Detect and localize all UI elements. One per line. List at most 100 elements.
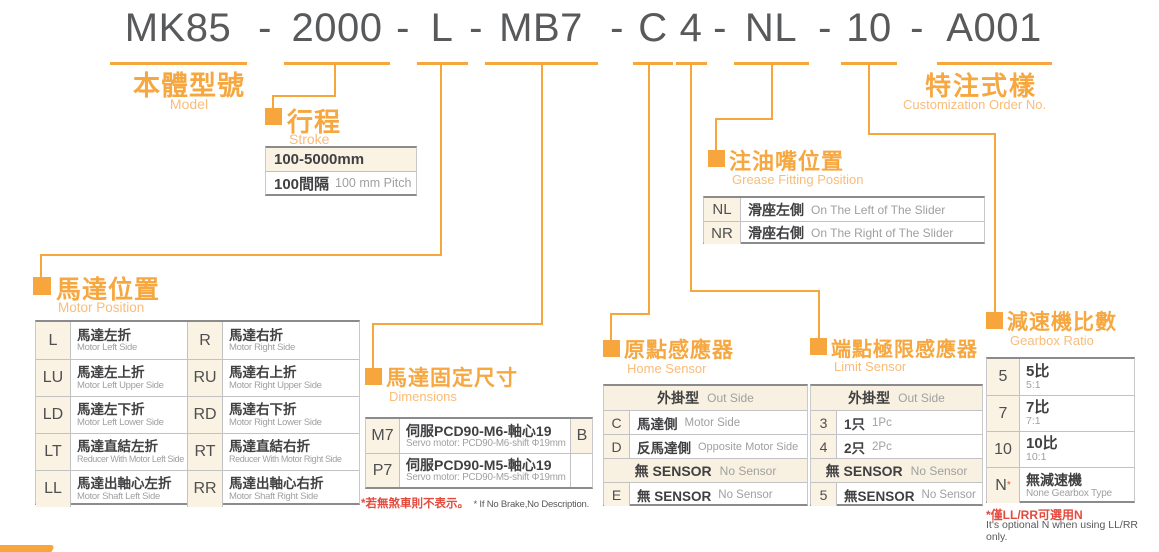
code-cell: 10: [987, 432, 1020, 467]
connector-home-sensor: [648, 63, 650, 315]
code-part-limit-sensor: 4: [679, 6, 703, 50]
desc-en: Reducer With Motor Right Side: [229, 453, 342, 464]
code-cell: 5: [811, 483, 837, 506]
table-row: 7 7比 7:1: [987, 395, 1134, 431]
desc-zh: 馬達左折: [77, 327, 131, 343]
code-cell: 5: [987, 359, 1020, 395]
desc-cell: 馬達右上折 Motor Right Upper Side: [223, 360, 359, 396]
underline-model: [110, 62, 247, 65]
section-subtitle-dimensions: Dimensions: [389, 389, 457, 404]
table-row: 100-5000mm: [266, 148, 416, 171]
code-cell: RT: [188, 434, 223, 470]
table-row: LU 馬達左上折 Motor Left Upper Side RU 馬達右上折 …: [36, 359, 359, 396]
connector-motor-position: [440, 63, 442, 256]
table-row: C 馬達側 Motor Side: [604, 410, 807, 434]
grease-table: NL 滑座左側 On The Left of The Slider NR 滑座右…: [703, 196, 985, 244]
desc-en: 5:1: [1026, 378, 1041, 391]
section-title-gearbox: 減速機比數: [1007, 311, 1117, 334]
table-row: NL 滑座左側 On The Left of The Slider: [704, 198, 984, 221]
code-cell: LD: [36, 397, 71, 433]
desc-zh: 馬達左上折: [77, 365, 145, 381]
connector-home-sensor: [610, 313, 650, 315]
underline-customization: [937, 62, 1052, 65]
connector-stroke: [272, 95, 274, 109]
section-square-icon: [33, 277, 51, 295]
desc-zh: 滑座右側: [748, 225, 804, 241]
desc-en: Motor Right Upper Side: [229, 379, 322, 391]
connector-gearbox: [868, 63, 870, 135]
dimensions-note: *若無煞車則不表示。 * If No Brake,No Description.: [361, 494, 589, 512]
desc-zh: 1只: [844, 416, 866, 432]
code-dash: -: [713, 6, 727, 50]
gearbox-note-zh: *僅LL/RR可選用N: [986, 508, 1083, 522]
desc-cell: 無 SENSOR No Sensor: [630, 483, 807, 506]
section-title-model: 本體型號: [133, 71, 245, 101]
table-row: 5 5比 5:1: [987, 359, 1134, 395]
section-square-icon: [810, 338, 827, 355]
code-cell: R: [188, 322, 223, 359]
desc-en: None Gearbox Type: [1026, 488, 1112, 500]
connector-stroke: [273, 95, 336, 97]
section-subtitle-motor-position: Motor Position: [58, 300, 145, 315]
section-title-customization: 特注式樣: [925, 71, 1038, 101]
code-cell: E: [604, 483, 630, 506]
desc-zh: 5比: [1026, 362, 1050, 380]
section-square-icon: [603, 340, 620, 357]
desc-en: No Sensor: [718, 488, 773, 501]
connector-dimensions: [372, 323, 543, 325]
table-row: 5 無SENSOR No Sensor: [811, 482, 982, 506]
code-cell: NR: [704, 222, 741, 244]
brake-cell: [571, 454, 592, 487]
desc-en: Motor Side: [684, 416, 741, 429]
desc-en: Motor Shaft Left Side: [77, 490, 160, 502]
dimensions-table: M7 伺服PCD90-M6-軸心19 Servo motor: PCD90-M6…: [365, 417, 593, 489]
desc-en: 10:1: [1026, 451, 1047, 464]
underline-home-sensor: [633, 62, 673, 65]
table-row: 100間隔 100 mm Pitch: [266, 171, 416, 194]
code-cell: N *: [987, 468, 1020, 503]
desc-en: Motor Left Side: [77, 342, 137, 354]
desc-cell: 滑座右側 On The Right of The Slider: [741, 222, 984, 244]
desc-zh: 馬達出軸心左折: [77, 476, 172, 492]
desc-zh: 10比: [1026, 435, 1058, 453]
section-subtitle-model: Model: [169, 96, 209, 112]
code-text: 5: [998, 368, 1008, 385]
code-cell: 7: [987, 396, 1020, 431]
group-zh: 無 SENSOR: [825, 462, 903, 479]
code-part-motor-position: L: [430, 6, 454, 50]
note-zh: *若無煞車則不表示。: [361, 498, 469, 510]
gearbox-table: 5 5比 5:1 7 7比 7:1 10 10比 10:1 N * 無減速機 N: [986, 357, 1135, 503]
code-dash: -: [818, 6, 832, 50]
desc-en: Opposite Motor Side: [698, 440, 799, 453]
desc-cell: 馬達側 Motor Side: [630, 411, 807, 434]
connector-limit-sensor: [818, 290, 820, 339]
code-part-stroke: 2000: [291, 6, 383, 50]
desc-cell: 伺服PCD90-M6-軸心19 Servo motor: PCD90-M6-sh…: [400, 419, 571, 453]
desc-cell: 馬達右折 Motor Right Side: [223, 322, 359, 359]
desc-cell: 反馬達側 Opposite Motor Side: [630, 435, 807, 458]
section-title-stroke: 行程: [287, 107, 342, 137]
code-part-grease: NL: [744, 6, 798, 50]
section-title-grease: 注油嘴位置: [729, 149, 845, 174]
section-subtitle-customization: Customization Order No.: [903, 97, 1047, 112]
table-row: 3 1只 1Pc: [811, 410, 982, 434]
desc-cell: 2只 2Pc: [837, 435, 982, 458]
desc-en: Motor Left Lower Side: [77, 416, 164, 428]
desc-zh: 滑座左側: [748, 201, 804, 218]
desc-zh: 馬達側: [637, 416, 678, 432]
section-square-icon: [986, 312, 1003, 329]
code-text: 10: [994, 440, 1012, 458]
brake-cell: B: [571, 419, 592, 453]
desc-zh: 馬達左下折: [77, 402, 145, 418]
code-cell: D: [604, 435, 630, 458]
code-cell: 4: [811, 435, 837, 458]
code-cell: NL: [704, 198, 741, 221]
desc-zh: 7比: [1026, 399, 1050, 417]
desc-en: On The Left of The Slider: [811, 202, 946, 217]
code-cell: RR: [188, 471, 223, 507]
table-row: L 馬達左折 Motor Left Side R 馬達右折 Motor Righ…: [36, 322, 359, 359]
desc-en: On The Right of The Slider: [811, 226, 954, 240]
section-square-icon: [708, 150, 725, 167]
code-cell: C: [604, 411, 630, 434]
